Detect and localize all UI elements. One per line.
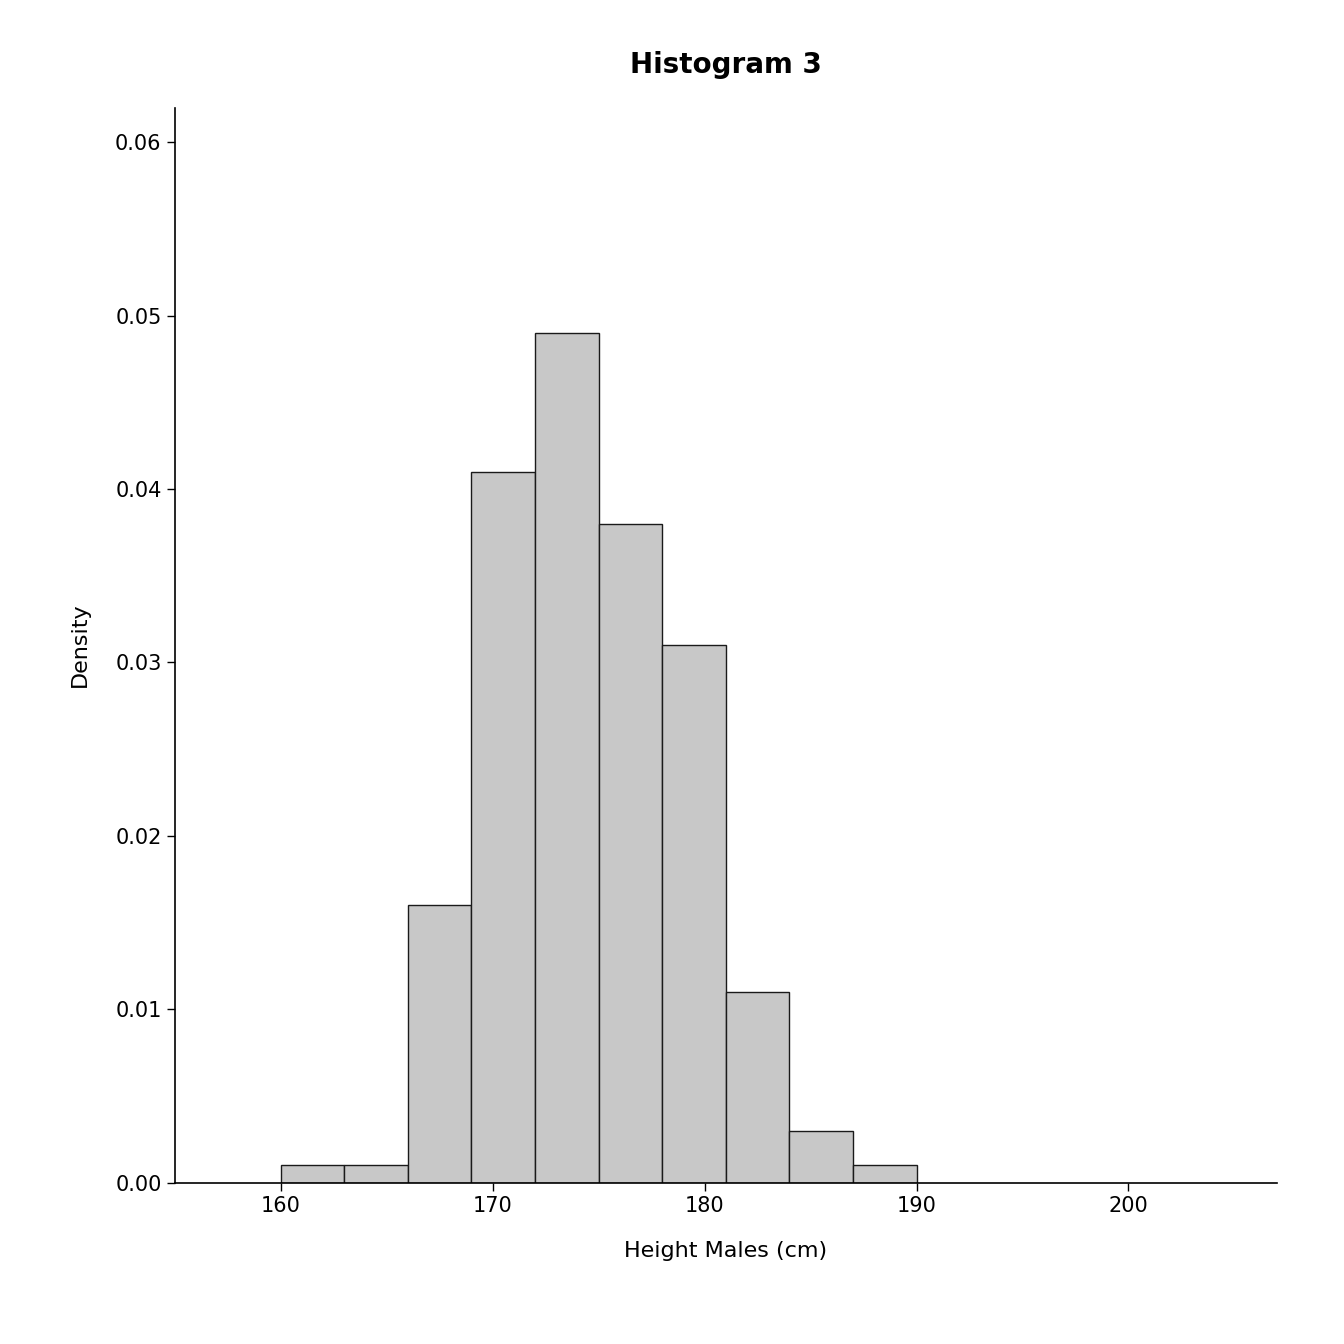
Y-axis label: Density: Density bbox=[70, 603, 90, 687]
Bar bbox=[663, 645, 726, 1183]
Title: Histogram 3: Histogram 3 bbox=[630, 51, 821, 79]
Bar bbox=[598, 524, 663, 1183]
Bar bbox=[407, 906, 472, 1183]
Bar bbox=[535, 333, 598, 1183]
Bar bbox=[789, 1130, 853, 1183]
X-axis label: Height Males (cm): Height Males (cm) bbox=[624, 1241, 828, 1261]
Bar bbox=[853, 1165, 917, 1183]
Bar bbox=[472, 472, 535, 1183]
Bar bbox=[281, 1165, 344, 1183]
Bar bbox=[344, 1165, 407, 1183]
Bar bbox=[726, 992, 789, 1183]
